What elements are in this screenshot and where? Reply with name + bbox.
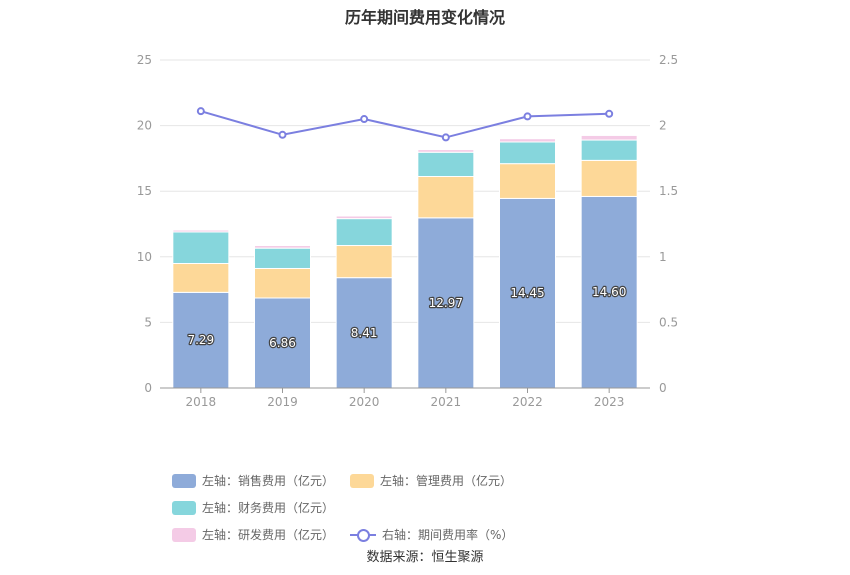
y-right-tick-label: 1.5 — [659, 184, 678, 198]
y-left-tick-label: 15 — [137, 184, 152, 198]
bar-data-label: 14.45 — [510, 286, 544, 300]
bar-data-label: 14.60 — [592, 285, 626, 299]
bar-layer — [172, 134, 638, 389]
bar-segment — [172, 229, 230, 233]
bar-segment — [580, 159, 638, 197]
bar-segment — [417, 217, 475, 389]
y-right-tick-label: 0.5 — [659, 315, 678, 329]
bar-segment — [499, 138, 556, 143]
bar-segment — [172, 291, 230, 389]
bar-segment — [417, 151, 475, 178]
legend-item[interactable]: 左轴：财务费用（亿元） — [172, 499, 334, 516]
bar-segment — [499, 141, 556, 165]
data-source-note: 数据来源：恒生聚源 — [366, 550, 484, 565]
bar-segment — [580, 195, 638, 389]
y-left-tick-label: 0 — [144, 381, 152, 395]
x-tick-label: 2022 — [512, 395, 543, 409]
bar-segment — [254, 297, 311, 389]
y-left-tick-label: 25 — [137, 53, 152, 67]
y-right-tick-label: 2.5 — [659, 53, 678, 67]
legend-label: 右轴：期间费用率（%） — [382, 528, 514, 542]
rate-point — [441, 133, 450, 142]
x-tick-label: 2021 — [431, 395, 462, 409]
bar-segment — [335, 218, 393, 247]
bar-segment — [335, 215, 393, 220]
bar-data-label: 12.97 — [429, 296, 463, 310]
grid-lines — [160, 59, 650, 323]
x-tick-label: 2023 — [594, 395, 625, 409]
y-left-tick-label: 20 — [137, 119, 152, 133]
y-right-tick-label: 1 — [659, 250, 667, 264]
x-tick-label: 2019 — [267, 395, 298, 409]
legend-swatch — [172, 473, 196, 488]
y-left-tick-label: 10 — [137, 250, 152, 264]
bar-segment — [499, 163, 556, 199]
rate-line — [200, 110, 610, 139]
bar-segment — [172, 262, 230, 293]
bar-segment — [172, 231, 230, 264]
legend-swatch — [172, 527, 196, 542]
x-tick-label: 2020 — [349, 395, 380, 409]
legend-swatch — [350, 473, 375, 488]
legend-label: 左轴：研发费用（亿元） — [202, 528, 335, 542]
bar-data-label: 8.41 — [351, 326, 378, 340]
bar-data-label: 6.86 — [269, 336, 296, 350]
bar-segment — [580, 139, 638, 161]
y-right-tick-label: 2 — [659, 119, 667, 133]
legend-item[interactable]: 左轴：管理费用（亿元） — [350, 472, 512, 489]
axis-layer: 0 5 10 15 20 25 0 0.5 1 1.5 2 2.5 2018 2019 2020 2021 20… — [137, 53, 678, 409]
bar-segment — [580, 134, 638, 141]
legend-swatch — [172, 500, 196, 515]
bar-segment — [417, 149, 475, 153]
bar-segment — [254, 267, 311, 299]
legend-item[interactable]: 右轴：期间费用率（%） — [350, 526, 513, 543]
bar-segment — [254, 247, 311, 269]
label-layer: 7.29 6.86 8.41 12.97 14.45 14.60 — [186, 284, 627, 351]
rate-point — [360, 115, 369, 124]
legend: 左轴：销售费用（亿元） 左轴：管理费用（亿元） 左轴：财务费用（亿元） 左轴：研发费用… — [172, 472, 692, 553]
legend-label: 左轴：销售费用（亿元） — [202, 474, 335, 488]
rate-point — [523, 112, 532, 121]
rate-point — [278, 130, 287, 139]
y-right-tick-label: 0 — [659, 381, 667, 395]
bar-data-label: 7.29 — [187, 333, 214, 347]
rate-point — [196, 107, 205, 116]
x-tick-label: 2018 — [186, 395, 217, 409]
chart-title: 历年期间费用变化情况 — [344, 8, 505, 27]
legend-line-marker — [350, 528, 377, 542]
bar-segment — [417, 176, 475, 219]
line-layer — [196, 107, 614, 142]
legend-item[interactable]: 左轴：销售费用（亿元） — [172, 472, 334, 489]
legend-item[interactable]: 左轴：研发费用（亿元） — [172, 526, 334, 543]
bar-segment — [254, 245, 311, 249]
legend-label: 左轴：财务费用（亿元） — [202, 501, 335, 515]
y-left-tick-label: 5 — [144, 315, 152, 329]
rate-point — [605, 109, 614, 118]
legend-label: 左轴：管理费用（亿元） — [380, 474, 513, 488]
bar-segment — [335, 245, 393, 279]
